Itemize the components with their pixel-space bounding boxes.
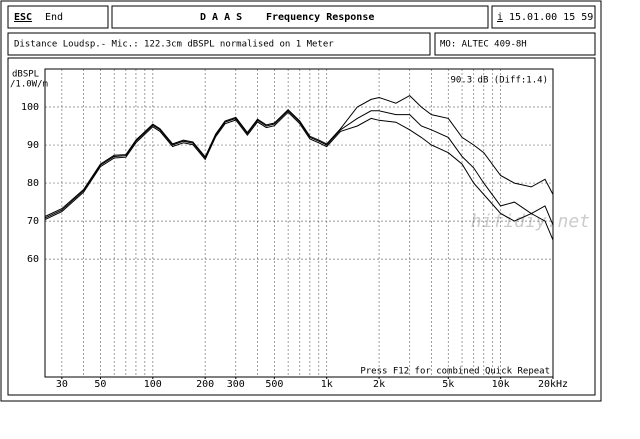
esc-key: ESC [14, 12, 32, 23]
x-tick-label: 5k [442, 379, 454, 390]
y-tick-label: 80 [27, 178, 39, 189]
y-axis-label: dBSPL [12, 70, 39, 80]
info-key: i [497, 12, 503, 23]
y-tick-label: 100 [21, 102, 39, 113]
response-line [44, 111, 554, 241]
measurement: Distance Loudsp.- Mic.: 122.3cm dBSPL no… [14, 40, 334, 50]
x-tick-label: 2k [373, 379, 385, 390]
x-tick-label: 100 [144, 379, 162, 390]
model: MO: ALTEC 409-8H [440, 40, 527, 50]
x-tick-label: 500 [265, 379, 283, 390]
y-tick-label: 60 [27, 254, 39, 265]
response-line [44, 110, 554, 226]
datetime: 15.01.00 15 59 [509, 12, 593, 23]
plot-frame [44, 68, 554, 378]
annotation: Press F12 for combined Quick Repeat [360, 367, 550, 377]
x-tick-label: 50 [94, 379, 106, 390]
y-tick-label: 90 [27, 140, 39, 151]
measurement-box [7, 32, 431, 56]
annotation: 90.3 dB (Diff:1.4) [450, 76, 548, 86]
x-tick-label: 1k [321, 379, 333, 390]
model-box [434, 32, 596, 56]
x-tick-label: 300 [227, 379, 245, 390]
app-name: D A A S [200, 12, 242, 23]
x-tick-label: 10k [492, 379, 510, 390]
x-tick-label: 30 [56, 379, 68, 390]
title: Frequency Response [266, 12, 374, 23]
x-tick-label: 20kHz [538, 379, 568, 390]
esc-button[interactable] [7, 5, 109, 29]
chart-panel [7, 57, 596, 396]
y-axis-label: /1.0W/m [10, 80, 48, 90]
date-box[interactable] [491, 5, 596, 29]
title-box [111, 5, 489, 29]
response-line [44, 94, 554, 217]
x-tick-label: 200 [196, 379, 214, 390]
esc-label: End [45, 12, 63, 23]
y-tick-label: 70 [27, 216, 39, 227]
